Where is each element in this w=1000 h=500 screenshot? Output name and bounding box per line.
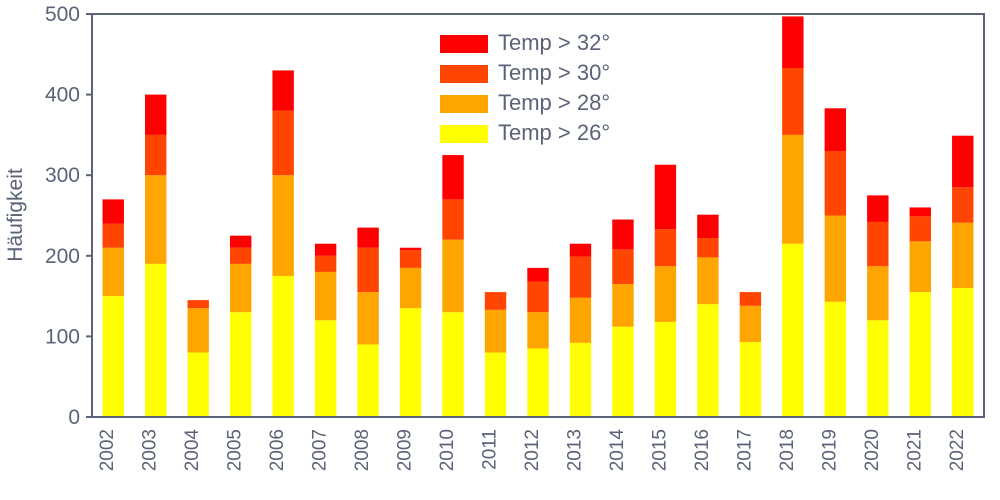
svg-text:Häufigkeit: Häufigkeit [4, 168, 27, 262]
svg-text:2012: 2012 [522, 429, 543, 471]
svg-text:2007: 2007 [310, 429, 331, 471]
svg-text:2010: 2010 [437, 429, 458, 471]
svg-text:Temp > 26°: Temp > 26° [498, 120, 610, 145]
svg-text:2019: 2019 [819, 429, 840, 471]
svg-text:Temp > 28°: Temp > 28° [498, 90, 610, 115]
svg-text:2011: 2011 [480, 429, 501, 470]
svg-text:200: 200 [45, 245, 80, 268]
svg-text:2016: 2016 [692, 429, 713, 471]
svg-text:2018: 2018 [777, 429, 798, 471]
svg-text:300: 300 [45, 164, 80, 187]
svg-text:2020: 2020 [862, 429, 883, 471]
svg-text:2014: 2014 [607, 429, 628, 472]
svg-text:2015: 2015 [649, 429, 670, 471]
svg-text:100: 100 [45, 325, 80, 348]
svg-text:400: 400 [45, 84, 80, 107]
svg-text:500: 500 [45, 3, 80, 26]
svg-text:2008: 2008 [352, 429, 373, 471]
svg-text:2005: 2005 [225, 429, 246, 471]
svg-text:2009: 2009 [395, 429, 416, 471]
svg-text:2006: 2006 [267, 429, 288, 471]
svg-text:2004: 2004 [182, 429, 203, 472]
svg-text:Temp > 30°: Temp > 30° [498, 60, 610, 85]
svg-text:2013: 2013 [564, 429, 585, 471]
svg-text:2003: 2003 [140, 429, 161, 471]
svg-text:2002: 2002 [97, 429, 118, 471]
svg-text:Temp > 32°: Temp > 32° [498, 30, 610, 55]
svg-text:0: 0 [68, 406, 80, 429]
svg-text:2021: 2021 [904, 429, 925, 471]
svg-text:2017: 2017 [734, 429, 755, 471]
svg-text:2022: 2022 [947, 429, 968, 471]
